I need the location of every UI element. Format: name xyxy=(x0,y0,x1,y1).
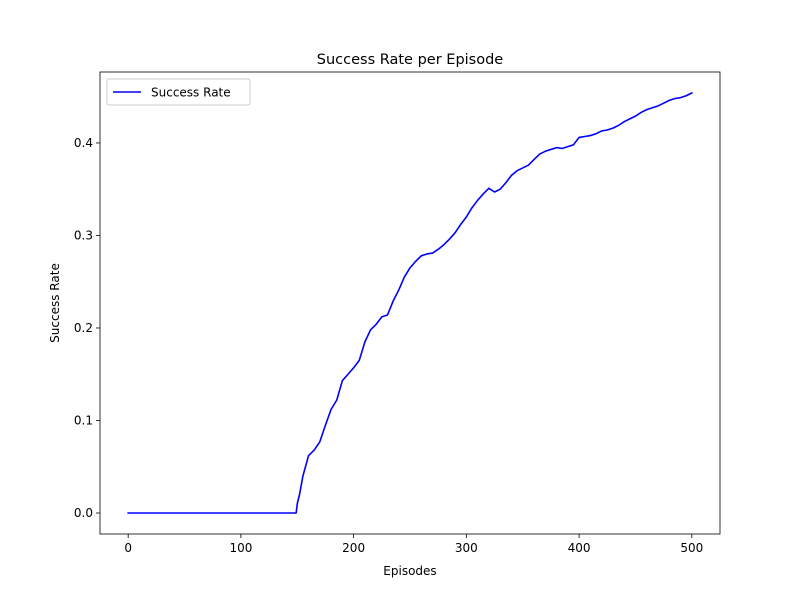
x-axis-label: Episodes xyxy=(383,564,436,578)
x-tick-label: 400 xyxy=(568,541,591,555)
y-tick-label: 0.3 xyxy=(74,228,93,242)
chart-title: Success Rate per Episode xyxy=(317,52,504,68)
legend: Success Rate xyxy=(106,78,251,106)
plot-frame xyxy=(99,71,721,535)
x-tick-label: 200 xyxy=(342,541,365,555)
y-tick-label: 0.2 xyxy=(74,321,93,335)
series-layer xyxy=(127,91,693,514)
y-tick-label: 0.0 xyxy=(74,506,93,520)
y-tick-label: 0.4 xyxy=(74,136,93,150)
series-line-success-rate xyxy=(127,91,693,514)
legend-box xyxy=(106,78,251,106)
axis-ticks: 0 100 200 300 400 500 0.0 0.1 0.2 0.3 0.4 xyxy=(74,136,703,555)
y-tick-label: 0.1 xyxy=(74,413,93,427)
x-tick-label: 300 xyxy=(455,541,478,555)
legend-label: Success Rate xyxy=(151,86,231,100)
plot-area xyxy=(100,72,720,534)
x-tick-label: 0 xyxy=(124,541,132,555)
x-tick-label: 100 xyxy=(229,541,252,555)
x-tick-label: 500 xyxy=(680,541,703,555)
y-axis-label: Success Rate xyxy=(48,263,62,343)
